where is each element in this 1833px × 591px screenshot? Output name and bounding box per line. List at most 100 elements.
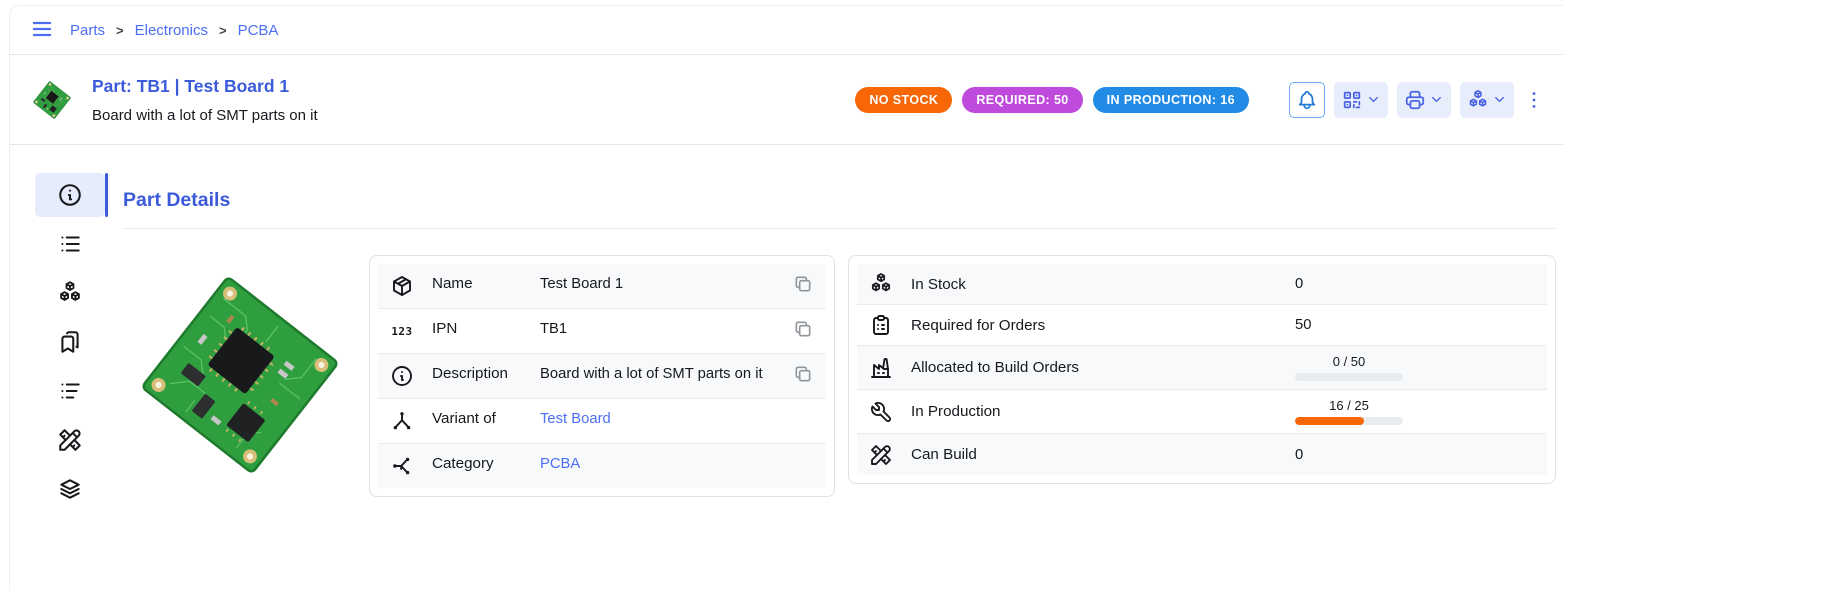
notification-bell-button[interactable] bbox=[1289, 81, 1325, 118]
box-icon bbox=[390, 274, 414, 298]
progress-bar: 16 / 25 bbox=[1295, 398, 1403, 425]
breadcrumb-bar: Parts > Electronics > PCBA bbox=[10, 6, 1563, 55]
detail-row-description: Description Board with a lot of SMT parts… bbox=[378, 354, 826, 399]
detail-panels: Name Test Board 1 123 IPN TB1 Description Boar… bbox=[123, 255, 1556, 500]
print-actions-button[interactable] bbox=[1397, 81, 1451, 118]
packages-icon bbox=[57, 280, 83, 306]
panel-tab-rail bbox=[10, 145, 108, 511]
pcb-graphic bbox=[142, 277, 337, 473]
stock-row-in-production: In Production 16 / 25 bbox=[857, 390, 1547, 434]
copy-button[interactable] bbox=[792, 319, 814, 341]
sidebar-item-stock[interactable] bbox=[35, 271, 105, 315]
info-circle-icon bbox=[390, 364, 414, 388]
detail-value-variant-of[interactable]: Test Board bbox=[540, 411, 611, 427]
status-badges: NO STOCK REQUIRED: 50 IN PRODUCTION: 16 bbox=[855, 86, 1249, 113]
breadcrumb-separator: > bbox=[116, 22, 124, 38]
copy-button[interactable] bbox=[792, 364, 814, 386]
section-title: Part Details bbox=[123, 189, 231, 211]
detail-value-name: Test Board 1 bbox=[540, 276, 624, 292]
detail-label: Name bbox=[432, 275, 473, 292]
breadcrumb-link-parts[interactable]: Parts bbox=[70, 21, 106, 39]
section-divider bbox=[123, 228, 1556, 229]
sidebar-item-parameters[interactable] bbox=[35, 222, 105, 266]
stock-value-zone: 16 / 25 bbox=[1295, 398, 1535, 425]
stock-details-card: In Stock 0 Required for Orders 50 Allocated … bbox=[848, 255, 1556, 484]
detail-label: Variant of bbox=[432, 410, 496, 427]
stock-value-zone: 0 / 50 bbox=[1295, 354, 1535, 381]
sidebar-item-allocations[interactable] bbox=[35, 369, 105, 413]
chevron-down-icon bbox=[1429, 92, 1444, 107]
qrcode-icon bbox=[1341, 89, 1363, 111]
required-badge: REQUIRED: 50 bbox=[962, 86, 1083, 113]
breadcrumb-separator: > bbox=[218, 22, 227, 38]
stock-row-can-build: Can Build 0 bbox=[857, 434, 1547, 475]
numbers-123-icon: 123 bbox=[391, 324, 413, 338]
stock-value-zone: 50 bbox=[1295, 317, 1535, 333]
detail-label: Description bbox=[432, 365, 508, 382]
stock-value: 0 bbox=[1295, 276, 1304, 292]
barcode-actions-button[interactable] bbox=[1334, 81, 1388, 118]
stock-label: Allocated to Build Orders bbox=[911, 359, 1079, 376]
part-thumbnail[interactable] bbox=[29, 77, 75, 123]
bell-icon bbox=[1296, 89, 1318, 111]
list-icon bbox=[57, 231, 83, 257]
breadcrumb: Parts > Electronics > PCBA bbox=[70, 22, 278, 39]
stock-value-zone: 0 bbox=[1295, 276, 1535, 292]
progress-track bbox=[1295, 373, 1403, 381]
part-description: Board with a lot of SMT parts on it bbox=[92, 106, 318, 124]
breadcrumb-link-electronics[interactable]: Electronics bbox=[134, 21, 208, 39]
detail-value-category[interactable]: PCBA bbox=[540, 456, 581, 472]
menu-icon bbox=[30, 21, 54, 44]
more-options-button[interactable] bbox=[1523, 85, 1547, 115]
part-header: Part: TB1 | Test Board 1 Board with a lo… bbox=[10, 55, 1563, 145]
nav-menu-button[interactable] bbox=[29, 17, 55, 43]
dots-vertical-icon bbox=[1523, 89, 1547, 111]
stock-label: Required for Orders bbox=[911, 316, 1046, 334]
progress-label: 16 / 25 bbox=[1329, 398, 1369, 413]
info-circle-icon bbox=[57, 182, 83, 208]
stock-actions-button[interactable] bbox=[1460, 81, 1514, 118]
detail-row-name: Name Test Board 1 bbox=[378, 264, 826, 309]
stack-icon bbox=[57, 476, 83, 502]
copy-button[interactable] bbox=[792, 274, 814, 296]
clipboard-list-icon bbox=[869, 313, 893, 337]
breadcrumb-link-pcba[interactable]: PCBA bbox=[237, 21, 279, 39]
network-icon bbox=[390, 409, 414, 433]
tools-icon bbox=[869, 443, 893, 467]
bookmarks-icon bbox=[57, 329, 83, 355]
stock-value: 0 bbox=[1295, 446, 1304, 463]
stock-row-in-stock: In Stock 0 bbox=[857, 264, 1547, 305]
detail-label: IPN bbox=[432, 320, 458, 337]
no-stock-badge: NO STOCK bbox=[855, 86, 953, 113]
stock-label: Can Build bbox=[911, 446, 977, 463]
stock-value: 50 bbox=[1295, 317, 1312, 333]
detail-row-category: Category PCBA bbox=[378, 444, 826, 488]
page-title: Part: TB1 | Test Board 1 bbox=[92, 75, 290, 96]
packages-icon bbox=[869, 272, 893, 296]
stock-row-allocated-to-build-orders: Allocated to Build Orders 0 / 50 bbox=[857, 346, 1547, 390]
progress-label: 0 / 50 bbox=[1332, 354, 1366, 369]
sidebar-item-used-in[interactable] bbox=[35, 467, 105, 511]
packages-icon bbox=[1467, 89, 1489, 111]
part-details-card: Name Test Board 1 123 IPN TB1 Description Boar… bbox=[369, 255, 835, 497]
progress-track bbox=[1295, 417, 1403, 425]
pcb-graphic bbox=[33, 80, 71, 119]
sidebar-item-variants[interactable] bbox=[35, 320, 105, 364]
chevron-down-icon bbox=[1492, 92, 1507, 107]
stock-value-zone: 0 bbox=[1295, 447, 1535, 463]
in-production-badge: IN PRODUCTION: 16 bbox=[1092, 86, 1249, 113]
sidebar-item-details[interactable] bbox=[35, 173, 108, 217]
part-title-block: Part: TB1 | Test Board 1 Board with a lo… bbox=[92, 76, 318, 124]
factory-icon bbox=[869, 356, 893, 380]
tools-icon bbox=[57, 427, 83, 453]
list-details-icon bbox=[57, 378, 83, 404]
sidebar-item-bom[interactable] bbox=[35, 418, 105, 462]
detail-row-variant-of: Variant of Test Board bbox=[378, 399, 826, 444]
app-container: Parts > Electronics > PCBA Part: TB1 | Test … bbox=[9, 5, 1563, 591]
progress-bar: 0 / 50 bbox=[1295, 354, 1403, 381]
stock-label: In Production bbox=[911, 403, 1001, 420]
progress-fill bbox=[1295, 417, 1365, 425]
part-image[interactable] bbox=[123, 255, 356, 500]
detail-row-ipn: 123 IPN TB1 bbox=[378, 309, 826, 354]
